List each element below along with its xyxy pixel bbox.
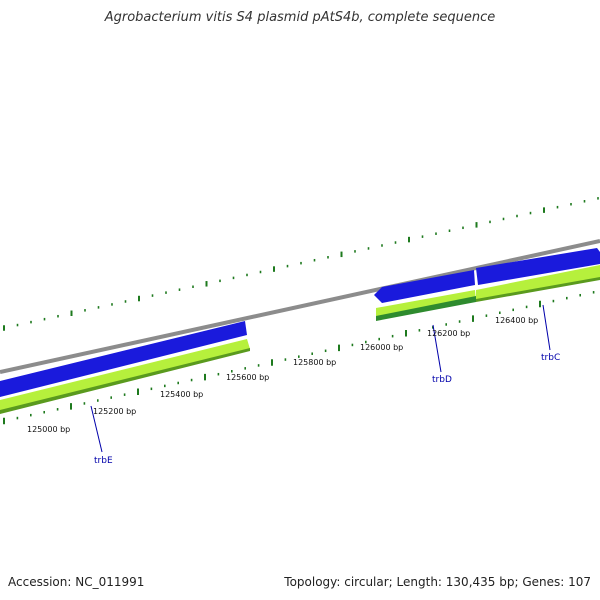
tick-label: 126000 bp xyxy=(360,343,403,352)
gene-label-trbC[interactable]: trbC xyxy=(541,304,560,363)
inner-tick-marks xyxy=(3,291,595,425)
gene-trbE-forward-feature[interactable] xyxy=(0,321,247,397)
gene-trbC-forward-feature[interactable] xyxy=(476,248,600,285)
tick-label: 126400 bp xyxy=(495,316,538,325)
tick-label: 125200 bp xyxy=(93,407,136,416)
gene-pointer-trbE xyxy=(90,405,103,453)
topology-summary: Topology: circular; Length: 130,435 bp; … xyxy=(284,575,591,589)
tick-label: 125400 bp xyxy=(160,390,203,399)
gene-pointer-trbD xyxy=(432,324,442,373)
gene-trbC-reverse-edge xyxy=(476,277,600,302)
gene-label-trbD[interactable]: trbD xyxy=(432,324,452,385)
gene-trbE-reverse-edge xyxy=(0,348,250,414)
gene-name-trbE: trbE xyxy=(94,456,113,466)
gene-name-trbD: trbD xyxy=(432,375,452,385)
gene-trbD-dark-feature[interactable] xyxy=(376,296,476,321)
gene-name-trbC: trbC xyxy=(541,353,560,363)
tick-label: 126200 bp xyxy=(427,329,470,338)
gene-trbE-reverse-feature[interactable] xyxy=(0,339,250,412)
accession-text: Accession: NC_011991 xyxy=(8,575,145,589)
gene-trbC-reverse-feature[interactable] xyxy=(476,265,600,301)
tick-label: 125800 bp xyxy=(293,358,336,367)
outer-tick-marks xyxy=(3,197,599,331)
gene-label-trbE[interactable]: trbE xyxy=(90,405,113,466)
position-tick-labels: 125000 bp 125200 bp 125400 bp 125600 bp … xyxy=(27,316,538,434)
gene-pointer-trbC xyxy=(542,304,551,351)
gene-trbD-forward-feature[interactable] xyxy=(374,270,475,303)
map-title: Agrobacterium vitis S4 plasmid pAtS4b, c… xyxy=(104,10,496,25)
tick-label: 125600 bp xyxy=(226,373,269,382)
sequence-backbone xyxy=(0,239,600,374)
tick-label: 125000 bp xyxy=(27,425,70,434)
